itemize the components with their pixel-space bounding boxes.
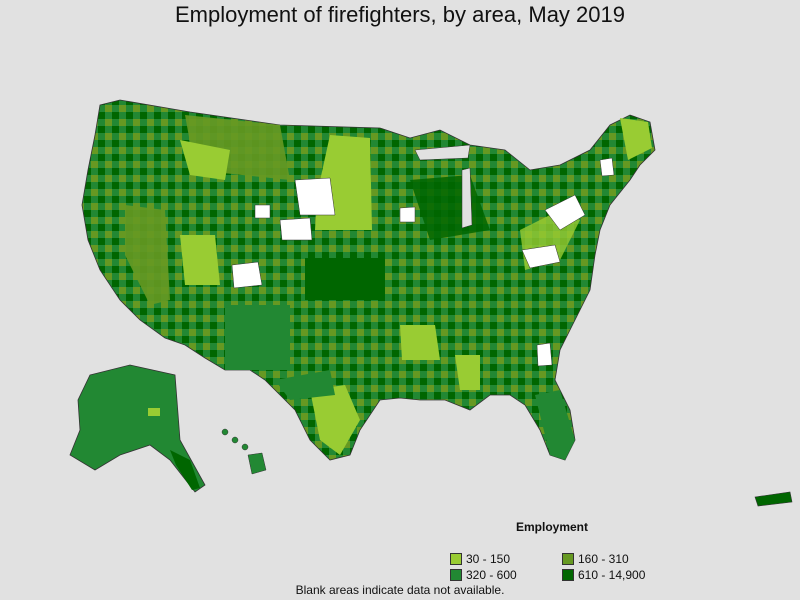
legend-label: 320 - 600 <box>466 568 517 582</box>
new-mexico-region <box>225 305 290 370</box>
no-data-vermont <box>599 157 615 177</box>
lake-michigan <box>461 167 473 229</box>
no-data-kentucky <box>521 244 561 269</box>
legend-item-30-150: 30 - 150 <box>450 552 562 566</box>
texas-light-region <box>310 385 360 455</box>
maine-light-region <box>620 118 652 160</box>
idaho-light-region <box>180 140 230 180</box>
legend-swatch <box>450 569 462 581</box>
legend-swatch <box>562 569 574 581</box>
footnote: Blank areas indicate data not available. <box>295 583 505 597</box>
alaska <box>69 364 206 493</box>
alaska-dark-area <box>170 450 200 490</box>
mississippi-light-region <box>455 355 480 390</box>
texas-mid-region <box>275 370 335 400</box>
legend-item-610-14900: 610 - 14,900 <box>562 568 692 582</box>
no-data-wisconsin <box>399 206 416 223</box>
legend-title: Employment <box>516 520 589 534</box>
florida-region <box>535 390 575 460</box>
lake-superior <box>414 144 471 161</box>
contiguous-us <box>81 99 656 461</box>
no-data-nebraska <box>279 217 313 241</box>
legend-swatch <box>562 553 574 565</box>
no-data-montana <box>254 204 271 219</box>
legend-item-320-600: 320 - 600 <box>450 568 562 582</box>
kansas-dark-region <box>305 258 385 300</box>
map-title: Employment of firefighters, by area, May… <box>175 2 625 27</box>
alaska-light-area <box>148 408 160 416</box>
utah-light-region <box>180 235 220 285</box>
legend-label: 30 - 150 <box>466 552 511 566</box>
legend: Employment 30 - 150 160 - 310 320 - 600 … <box>450 520 690 582</box>
no-data-ohio <box>544 194 586 231</box>
no-data-georgia <box>536 342 553 367</box>
hawaii <box>221 428 267 475</box>
legend-swatch <box>450 553 462 565</box>
legend-item-160-310: 160 - 310 <box>562 552 692 566</box>
no-data-colorado <box>231 261 263 289</box>
puerto-rico <box>754 491 793 507</box>
arkansas-light-region <box>400 325 440 360</box>
no-data-wyoming <box>294 177 336 216</box>
legend-label: 160 - 310 <box>578 552 629 566</box>
legend-label: 610 - 14,900 <box>578 568 646 582</box>
nevada-region <box>125 205 170 305</box>
